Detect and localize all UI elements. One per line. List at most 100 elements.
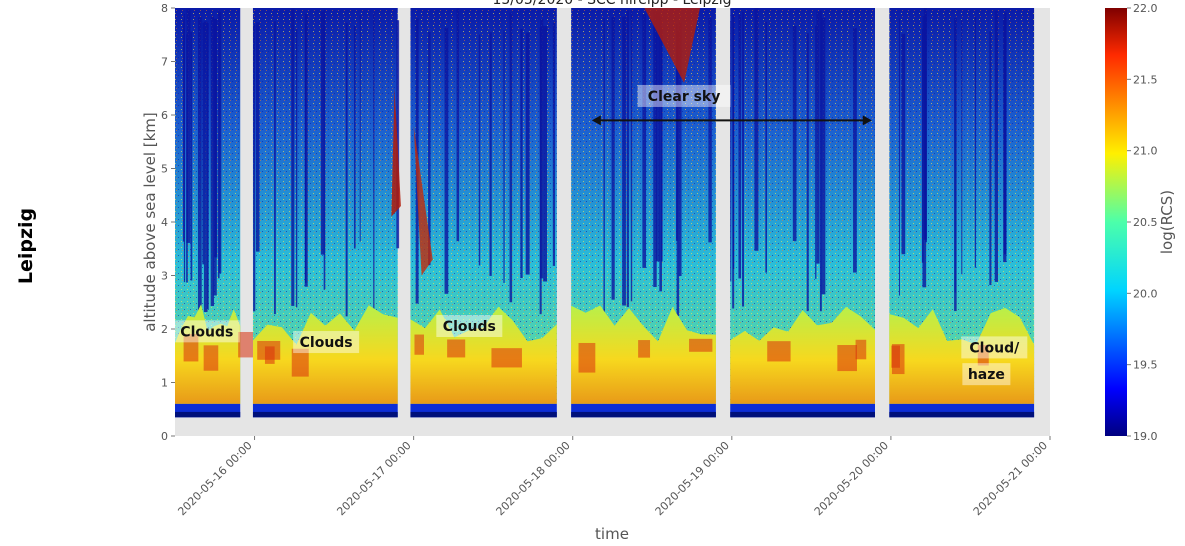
segment-streak [622, 16, 626, 306]
segment-cloud-patch [977, 344, 989, 366]
segment-streak [898, 18, 900, 296]
segment-base-dark [410, 411, 557, 418]
segment-streak [543, 26, 548, 282]
segment-streak [295, 29, 298, 308]
segment-streak [815, 25, 817, 279]
segment-streak [655, 11, 660, 262]
profile-segment [730, 8, 875, 418]
segment-streak [642, 14, 647, 268]
segment-streak [994, 10, 998, 282]
arrow-head-left [591, 115, 601, 126]
data-segments [175, 8, 1035, 418]
segment-streak [456, 8, 460, 242]
annotation-box [293, 331, 360, 354]
segment-cloud-patch [447, 339, 466, 358]
segment-streak [520, 28, 523, 278]
segment-streak [509, 12, 513, 303]
colorbar-tick-label: 21.0 [1133, 145, 1158, 158]
segment-cloud-patch [855, 339, 867, 360]
segment-streak [954, 18, 957, 312]
segment-streak [183, 13, 186, 283]
annotation-box [436, 315, 503, 337]
segment-cloud-patch [689, 338, 713, 352]
segment-streak [1003, 12, 1007, 255]
segment-streak [214, 18, 218, 258]
segment-cloud-patch [414, 334, 424, 355]
segment-streak [210, 16, 215, 306]
x-axis-label: time [595, 525, 629, 543]
segment-streak [630, 10, 633, 302]
segment-cloud-patch [767, 341, 791, 362]
profile-segment [889, 8, 1035, 418]
segment-base-dark [571, 411, 716, 418]
segment-streak [373, 12, 375, 316]
segment-streak [676, 30, 680, 316]
segment-streak [730, 21, 732, 282]
y-tick-label: 0 [161, 430, 168, 443]
segment-streak [816, 11, 820, 264]
segment-streak [218, 12, 222, 274]
segment-streak [732, 14, 735, 309]
segment-streak [186, 9, 191, 243]
segment-streak [274, 21, 276, 315]
segment-streak [345, 22, 348, 317]
segment-cloud-patch [491, 348, 522, 368]
y-axis: 0 1 2 3 4 5 6 7 8 [161, 2, 175, 443]
segment-streak [792, 25, 797, 242]
annotation-box [173, 320, 240, 343]
segment-streak [182, 19, 185, 242]
y-tick-label: 8 [161, 2, 168, 15]
segment-streak [186, 34, 188, 283]
profile-segment [571, 8, 716, 418]
segment-streak [253, 24, 256, 312]
colorbar-label: log(RCS) [1158, 190, 1176, 254]
plot-area: Clouds Clouds Clouds Clear sky Cloud/haze [173, 8, 1050, 436]
segment-boundary-layer [410, 306, 557, 404]
segment-streak [428, 32, 431, 266]
y-tick-label: 2 [161, 323, 168, 336]
segment-streak [291, 8, 295, 306]
segment-streak [611, 17, 615, 300]
colorbar: 19.0 19.5 20.0 20.5 21.0 21.5 22.0 [1105, 2, 1158, 443]
annotation-label: Clear sky [648, 89, 721, 105]
segment-streak [444, 27, 449, 294]
colorbar-tick-label: 19.5 [1133, 359, 1158, 372]
segment-streak [754, 8, 759, 251]
segment-streak [925, 14, 927, 243]
segment-cloud-patch [837, 345, 857, 372]
annotation-label: Cloud/ [969, 340, 1020, 356]
segment-cloud-patch [891, 345, 900, 368]
x-tick-label: 2020-05-21 00:00 [971, 439, 1050, 518]
segment-streak [255, 22, 260, 252]
segment-streak [708, 18, 712, 243]
segment-streak [525, 32, 530, 275]
x-tick-label: 2020-05-18 00:00 [494, 439, 573, 518]
y-tick-label: 6 [161, 109, 168, 122]
annotation-box [962, 363, 1011, 386]
segment-streak [653, 11, 657, 287]
segment-streak [742, 11, 745, 307]
segment-streak [197, 17, 202, 312]
colorbar-tick-label: 20.5 [1133, 216, 1158, 229]
segment-streak [821, 17, 826, 295]
colorbar-tick-label: 22.0 [1133, 2, 1158, 15]
y-tick-label: 3 [161, 270, 168, 283]
segment-streak [323, 9, 326, 290]
figure-title: 15/05/2020 - SCC hirelpp - Leipzig [492, 0, 731, 8]
annotation-box [637, 84, 731, 107]
arrow-head-right [862, 115, 872, 126]
colorbar-tick-label: 19.0 [1133, 430, 1158, 443]
annotation-box [961, 336, 1028, 359]
segment-base-dark [252, 411, 398, 418]
segment-streak [359, 15, 361, 242]
segment-streak [503, 30, 505, 283]
x-axis: 2020-05-16 00:00 2020-05-17 00:00 2020-05-… [175, 436, 1051, 518]
segment-streak [320, 11, 325, 255]
x-tick-label: 2020-05-17 00:00 [334, 439, 413, 518]
high-cloud-streak [644, 8, 700, 83]
x-tick-label: 2020-05-20 00:00 [812, 439, 891, 518]
segment-streak [961, 19, 963, 275]
segment-base-dark [889, 411, 1035, 418]
segment-streak [989, 31, 992, 286]
segment-streak [675, 23, 678, 241]
